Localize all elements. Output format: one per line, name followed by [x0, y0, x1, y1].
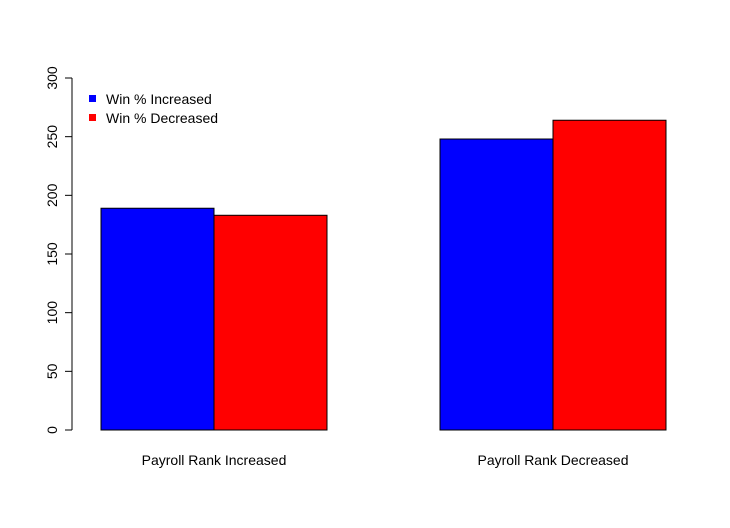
y-tick-label: 200 [44, 183, 60, 207]
y-tick-label: 250 [44, 125, 60, 149]
y-tick-label: 300 [44, 66, 60, 90]
bars [100, 119, 667, 431]
bar-win-increased-0 [100, 207, 215, 431]
y-tick-label: 50 [44, 363, 60, 379]
x-axis-labels: Payroll Rank Increased Payroll Rank Decre… [142, 452, 629, 468]
category-label: Payroll Rank Increased [142, 452, 287, 468]
legend: Win % Increased Win % Decreased [89, 91, 218, 126]
legend-swatch [89, 95, 96, 102]
bar-win-decreased-0 [213, 214, 328, 431]
legend-label: Win % Decreased [106, 110, 218, 126]
y-tick-label: 0 [44, 426, 60, 434]
bar-win-increased-1 [439, 138, 554, 431]
legend-label: Win % Increased [106, 91, 212, 107]
category-label: Payroll Rank Decreased [478, 452, 629, 468]
y-tick-label: 150 [44, 242, 60, 266]
y-tick-label: 100 [44, 301, 60, 325]
bar-win-decreased-1 [552, 119, 667, 431]
y-axis: 0 50 100 150 200 250 300 [44, 66, 73, 434]
legend-swatch [89, 114, 96, 121]
